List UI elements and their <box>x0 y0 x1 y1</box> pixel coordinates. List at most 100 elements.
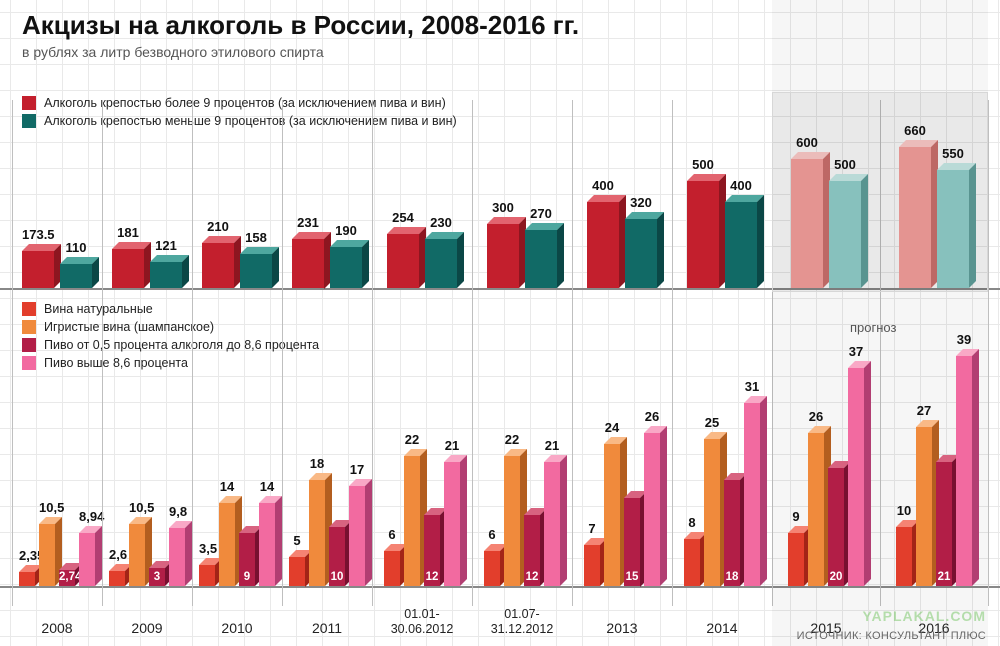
bar-value: 320 <box>625 195 657 210</box>
bar: 500 <box>687 181 719 288</box>
x-axis-label: 2010 <box>192 620 282 636</box>
bar: 320 <box>625 219 657 288</box>
bar-value: 9,8 <box>169 504 185 519</box>
bar-value: 25 <box>704 415 720 430</box>
bar: 8,94 <box>79 533 95 586</box>
bar-value: 5 <box>289 533 305 548</box>
bar: 6 <box>484 551 500 586</box>
bar: 3,5 <box>199 565 215 586</box>
bar-value: 12 <box>424 571 440 583</box>
x-axis-label: 2008 <box>12 620 102 636</box>
bar-value: 27 <box>916 403 932 418</box>
bar: 39 <box>956 356 972 586</box>
period-group: 2008 173.5 110 2,35 10,5 2,74 8,94 <box>12 0 102 646</box>
bar-value: 31 <box>744 379 760 394</box>
bar: 230 <box>425 239 457 288</box>
top-chart-area: 231190 <box>282 138 372 288</box>
bar-value: 18 <box>724 571 740 583</box>
bar-value: 230 <box>425 215 457 230</box>
x-axis-label: 01.07-31.12.2012 <box>472 607 572 636</box>
bar: 3 <box>149 568 165 586</box>
bar-value: 22 <box>504 432 520 447</box>
bar-value: 181 <box>112 225 144 240</box>
bar: 181 <box>112 249 144 288</box>
bar: 26 <box>644 433 660 586</box>
x-axis-label: 2013 <box>572 620 672 636</box>
watermark: YAPLAKAL.COM <box>863 608 987 624</box>
x-axis-label: 2009 <box>102 620 192 636</box>
bar-value: 173.5 <box>22 227 54 242</box>
bar-value: 400 <box>725 178 757 193</box>
bar: 9,8 <box>169 528 185 586</box>
bar-value: 210 <box>202 219 234 234</box>
bar-value: 17 <box>349 462 365 477</box>
bar: 173.5 <box>22 251 54 288</box>
bar: 22 <box>404 456 420 586</box>
bar: 400 <box>587 202 619 288</box>
bar-value: 2,35 <box>19 548 35 563</box>
period-group: 20091811212,610,539,8 <box>102 0 192 646</box>
bar-value: 3 <box>149 571 165 583</box>
bar-value: 10 <box>896 503 912 518</box>
period-separator <box>12 100 13 606</box>
forecast-overlay <box>772 92 988 292</box>
bar-value: 7 <box>584 521 600 536</box>
bar-value: 21 <box>936 571 952 583</box>
bar: 18 <box>309 480 325 586</box>
bar: 7 <box>584 545 600 586</box>
bar: 210 <box>202 243 234 288</box>
bar-value: 231 <box>292 215 324 230</box>
bar-value: 270 <box>525 206 557 221</box>
source-credit: ИСТОЧНИК: КОНСУЛЬТАНТ ПЛЮС <box>797 630 986 642</box>
bar: 2,35 <box>19 572 35 586</box>
period-group: 01.01-30.06.20122542306221221 <box>372 0 472 646</box>
bar: 9 <box>788 533 804 586</box>
bar-value: 8,94 <box>79 509 95 524</box>
forecast-label: прогноз <box>850 320 896 335</box>
bar: 10,5 <box>129 524 145 586</box>
bar-value: 10,5 <box>129 500 145 515</box>
bar: 10,5 <box>39 524 55 586</box>
bar-value: 158 <box>240 230 272 245</box>
bar-value: 14 <box>219 479 235 494</box>
bottom-chart-area: 3,514914 <box>192 350 282 586</box>
bar-value: 37 <box>848 344 864 359</box>
bottom-chart-area: 2,610,539,8 <box>102 350 192 586</box>
bar: 9 <box>239 533 255 586</box>
bar-value: 10,5 <box>39 500 55 515</box>
bar: 190 <box>330 247 362 288</box>
bar: 158 <box>240 254 272 288</box>
bar-value: 300 <box>487 200 519 215</box>
bar-value: 6 <box>384 527 400 542</box>
bar-value: 9 <box>239 571 255 583</box>
bar: 6 <box>384 551 400 586</box>
bar-value: 400 <box>587 178 619 193</box>
bar: 27 <box>916 427 932 586</box>
bar-value: 110 <box>60 240 92 255</box>
top-chart-area: 254230 <box>372 138 472 288</box>
period-group: 20112311905181017 <box>282 0 372 646</box>
bar: 254 <box>387 234 419 288</box>
x-axis-label: 2014 <box>672 620 772 636</box>
bar-value: 2,74 <box>59 571 75 583</box>
bar-value: 22 <box>404 432 420 447</box>
bar: 22 <box>504 456 520 586</box>
period-separator <box>988 100 989 606</box>
bar: 231 <box>292 239 324 289</box>
bottom-chart-area: 6221221 <box>372 350 472 586</box>
top-chart-area: 181121 <box>102 138 192 288</box>
bottom-chart-area: 6221221 <box>472 350 572 586</box>
bar: 2,74 <box>59 570 75 586</box>
bar-value: 6 <box>484 527 500 542</box>
bar-value: 15 <box>624 571 640 583</box>
top-chart-area: 210158 <box>192 138 282 288</box>
bar-value: 24 <box>604 420 620 435</box>
bar: 37 <box>848 368 864 586</box>
period-group: 01.07-31.12.2012 300 270 6221221 <box>472 0 572 646</box>
bar-value: 20 <box>828 571 844 583</box>
bottom-chart-area: 10 27 21 39 <box>880 350 988 586</box>
x-axis-label: 2011 <box>282 620 372 636</box>
bar-value: 21 <box>444 438 460 453</box>
period-group: 20102101583,514914 <box>192 0 282 646</box>
bar: 270 <box>525 230 557 288</box>
